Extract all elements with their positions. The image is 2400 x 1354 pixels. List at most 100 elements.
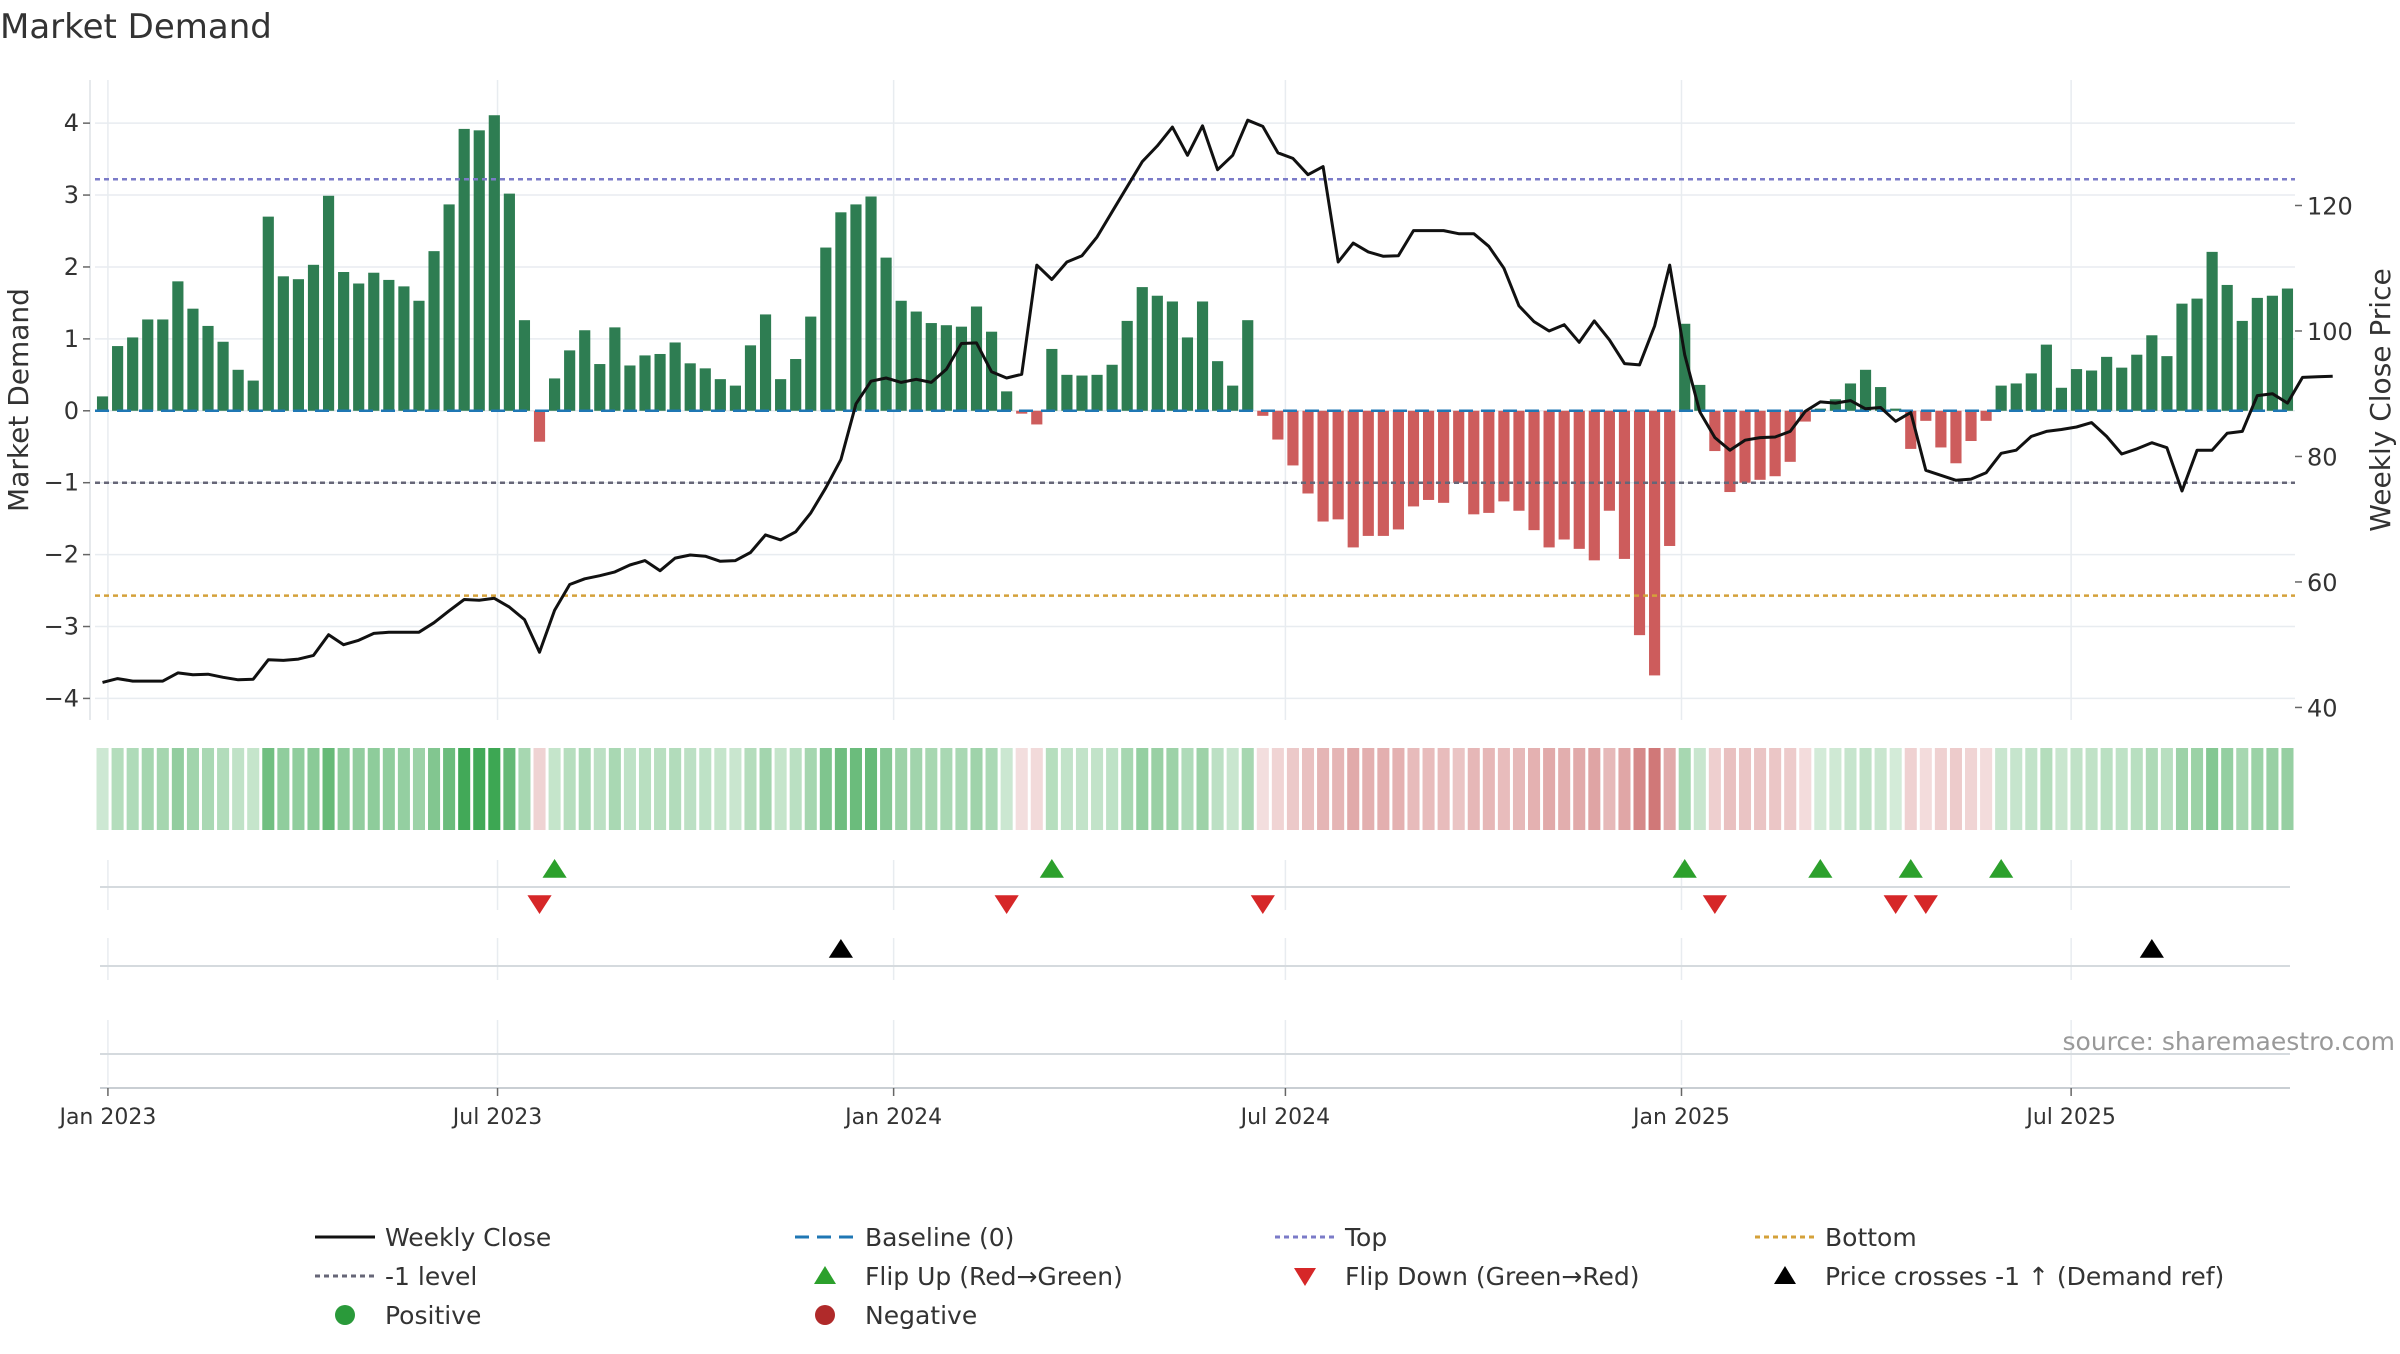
heat-cell: [1558, 748, 1571, 830]
positive-demand-bar: [1859, 369, 1872, 411]
legend-item: Weekly Close: [315, 1223, 551, 1252]
heat-cell: [1528, 748, 1541, 830]
negative-demand-bar: [1468, 410, 1480, 515]
y2-tick-label: 80: [2307, 443, 2338, 471]
y-tick-label: −3: [44, 613, 79, 641]
negative-demand-bar: [1784, 410, 1796, 462]
heat-cell: [1949, 748, 1962, 830]
heat-cell: [1030, 748, 1043, 830]
heat-cell: [428, 748, 441, 830]
positive-demand-bar: [1844, 383, 1857, 411]
y-tick-label: 3: [64, 181, 79, 209]
heat-cell: [262, 748, 275, 830]
heat-cell: [1754, 748, 1767, 830]
positive-demand-bar: [2176, 303, 2188, 411]
positive-demand-bar: [669, 342, 681, 411]
negative-demand-bar: [1362, 410, 1374, 536]
positive-demand-bar: [1076, 375, 1088, 411]
y-tick-label: −1: [44, 469, 79, 497]
legend-item: Negative: [815, 1301, 977, 1330]
heat-cell: [1301, 748, 1315, 830]
negative-demand-bar: [1573, 410, 1585, 549]
x-tick-label: Jul 2024: [1239, 1105, 1331, 1130]
heat-cell: [1166, 748, 1179, 830]
heat-cell: [488, 748, 501, 830]
positive-demand-bar: [594, 364, 606, 411]
heat-cell: [955, 748, 968, 830]
heat-cell: [759, 748, 772, 830]
positive-demand-bar: [488, 115, 500, 411]
positive-demand-bar: [835, 212, 847, 411]
positive-demand-bar: [1242, 320, 1254, 411]
legend-item: Flip Up (Red→Green): [814, 1262, 1123, 1291]
heat-cell: [2145, 748, 2158, 830]
legend-item: Positive: [335, 1301, 481, 1330]
heat-cell: [849, 748, 862, 830]
positive-demand-bar: [262, 216, 274, 411]
positive-demand-bar: [353, 283, 365, 411]
legend-swatch: [1774, 1266, 1796, 1284]
heat-cell: [1708, 748, 1721, 830]
positive-demand-bar: [1121, 320, 1133, 411]
heat-cell: [337, 748, 350, 830]
legend-swatch: [335, 1305, 355, 1325]
y-tick-label: 4: [64, 109, 79, 137]
y2-tick-label: 60: [2307, 569, 2338, 597]
heat-cell: [593, 748, 606, 830]
negative-demand-bar: [1438, 410, 1450, 503]
heat-cell: [2040, 748, 2053, 830]
positive-demand-bar: [503, 193, 515, 411]
positive-demand-bar: [398, 286, 410, 411]
heat-cell: [2191, 748, 2204, 830]
negative-demand-bar: [1287, 410, 1299, 466]
positive-demand-bar: [187, 308, 199, 411]
heat-cell: [608, 748, 621, 830]
heat-cell: [1256, 748, 1269, 830]
heat-cell: [1000, 748, 1013, 830]
positive-demand-bar: [1875, 387, 1887, 411]
heat-cell: [789, 748, 802, 830]
legend-item: Top: [1275, 1223, 1387, 1252]
heat-cell: [1618, 748, 1631, 830]
heat-cell: [1588, 748, 1601, 830]
heat-cell: [1392, 748, 1405, 830]
heat-cell: [1452, 748, 1465, 830]
negative-demand-bar: [1905, 410, 1917, 449]
legend-swatch: [815, 1305, 835, 1325]
positive-demand-bar: [970, 306, 983, 411]
heat-cell: [277, 748, 290, 830]
heat-cell: [2221, 748, 2234, 830]
heat-cell: [985, 748, 998, 830]
positive-demand-bar: [112, 346, 124, 411]
heat-cell: [141, 748, 154, 830]
negative-demand-bar: [1377, 410, 1389, 536]
legend-label: Baseline (0): [865, 1223, 1014, 1252]
x-tick-label: Jul 2023: [451, 1105, 543, 1130]
legend-label: Flip Down (Green→Red): [1345, 1262, 1640, 1291]
heat-cell: [307, 748, 320, 830]
heat-cell: [458, 748, 471, 830]
heat-cell: [2085, 748, 2098, 830]
price-cross-marker: [2139, 939, 2164, 958]
legend-item: -1 level: [315, 1262, 477, 1291]
flip-up-marker: [1808, 859, 1833, 878]
positive-demand-bar: [2131, 354, 2143, 411]
positive-demand-bar: [1046, 348, 1058, 411]
heat-cell: [895, 748, 908, 830]
y2-tick-label: 120: [2307, 192, 2353, 220]
positive-demand-bar: [277, 276, 289, 411]
heat-cell: [910, 748, 923, 830]
heat-cell: [1497, 748, 1510, 830]
heat-cell: [714, 748, 727, 830]
positive-demand-bar: [639, 355, 651, 411]
heat-cell: [1603, 748, 1616, 830]
heat-cell: [548, 748, 561, 830]
heat-cell: [1332, 748, 1345, 830]
heat-cell: [232, 748, 245, 830]
heat-cell: [1377, 748, 1390, 830]
heat-cell: [2025, 748, 2038, 830]
positive-demand-bar: [624, 365, 636, 411]
positive-demand-bar: [910, 311, 922, 411]
positive-demand-bar: [307, 264, 320, 411]
positive-demand-bar: [880, 257, 892, 411]
